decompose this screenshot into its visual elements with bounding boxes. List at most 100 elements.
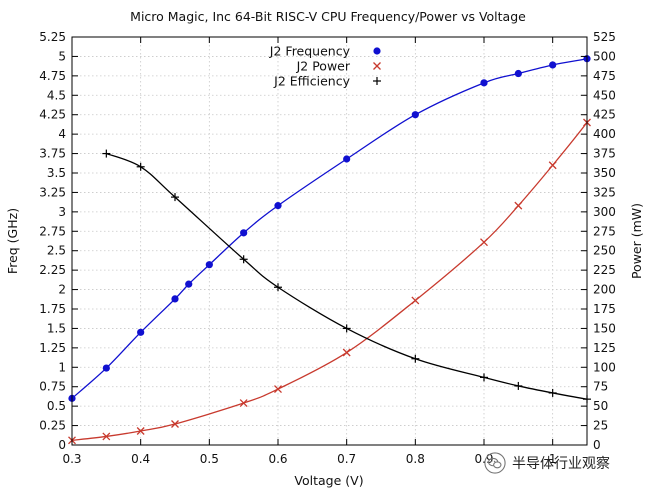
- y-tick-label: 2.75: [39, 224, 66, 238]
- x-tick-label: 0.7: [337, 452, 356, 466]
- y-tick-label: 1.5: [47, 321, 66, 335]
- y2-tick-label: 300: [593, 205, 616, 219]
- x-tick-label: 0.4: [131, 452, 150, 466]
- y2-tick-label: 475: [593, 69, 616, 83]
- frequency-point: [240, 229, 248, 237]
- efficiency-point: [514, 381, 523, 390]
- y-axis-title: Freq (GHz): [5, 208, 20, 274]
- y-tick-label: 4.5: [47, 88, 66, 102]
- power-point: [548, 161, 557, 170]
- legend-label: J2 Efficiency: [273, 74, 350, 89]
- y-tick-label: 0.25: [39, 419, 66, 433]
- y2-tick-label: 125: [593, 341, 616, 355]
- power-point: [514, 201, 523, 210]
- x-tick-label: 0.5: [200, 452, 219, 466]
- grid-layer: [72, 37, 587, 445]
- efficiency-point: [411, 354, 420, 363]
- y2-axis-title: Power (mW): [629, 203, 644, 279]
- power-point: [480, 238, 488, 247]
- y-tick-label: 2: [58, 283, 66, 297]
- frequency-point: [102, 364, 110, 372]
- power-point: [239, 399, 248, 407]
- y-tick-label: 4: [58, 127, 66, 141]
- power-point: [136, 427, 145, 435]
- frequency-point: [171, 295, 179, 303]
- y-tick-label: 1: [58, 360, 66, 374]
- frequency-point: [514, 69, 522, 78]
- series-line-0: [72, 58, 587, 399]
- y-tick-label: 0.5: [47, 399, 66, 413]
- y-tick-label: 3: [58, 205, 66, 219]
- legend-marker-power: [373, 62, 381, 70]
- y2-tick-label: 175: [593, 302, 616, 316]
- legend-marker-efficiency: [373, 77, 381, 85]
- y-tick-label: 1.75: [39, 302, 66, 316]
- y-tick-label: 1.25: [39, 341, 66, 355]
- y2-tick-label: 100: [593, 360, 616, 374]
- y2-tick-label: 50: [593, 399, 608, 413]
- y-tick-label: 4.25: [39, 108, 66, 122]
- efficiency-point: [342, 324, 351, 333]
- y2-tick-label: 500: [593, 49, 616, 63]
- y-tick-label: 3.5: [47, 166, 66, 180]
- y2-tick-label: 150: [593, 321, 616, 335]
- power-point: [274, 385, 282, 394]
- y-tick-labels: 0 0.25 0.5 0.75 1 1.25 1.5 1.75 2 2.25 2.5 2.75 3 3.2…: [39, 30, 66, 452]
- y2-tick-label: 400: [593, 127, 616, 141]
- wechat-icon: [484, 452, 506, 474]
- frequency-point: [343, 155, 351, 163]
- chart-title: Micro Magic, Inc 64-Bit RISC-V CPU Frequ…: [130, 9, 526, 24]
- y2-tick-label: 0: [593, 438, 601, 452]
- y2-tick-labels: 0 25 50 75 100 125 150 175 200 225 250 275 300 325 350…: [593, 30, 616, 452]
- efficiency-point: [136, 162, 145, 171]
- x-tick-labels: 0.3 0.4 0.5 0.6 0.7 0.8 0.9 1: [62, 452, 556, 466]
- legend-marker-frequency: [373, 47, 381, 55]
- watermark: 半导体行业观察: [484, 452, 610, 474]
- frequency-point: [205, 261, 213, 269]
- y-tick-label: 5: [58, 49, 66, 63]
- y2-tick-label: 350: [593, 166, 616, 180]
- frequency-point: [411, 111, 419, 119]
- power-point: [411, 296, 420, 305]
- y-tick-label: 2.25: [39, 263, 66, 277]
- power-point: [102, 432, 111, 441]
- frequency-point: [549, 61, 557, 69]
- y2-tick-label: 225: [593, 263, 616, 277]
- efficiency-point: [171, 193, 179, 202]
- data-marks: [68, 55, 591, 445]
- y-tick-label: 5.25: [39, 30, 66, 44]
- efficiency-point: [102, 149, 111, 158]
- y2-tick-label: 450: [593, 88, 616, 102]
- y2-tick-label: 75: [593, 380, 608, 394]
- y-tick-label: 0: [58, 438, 66, 452]
- x-tick-label: 0.8: [406, 452, 425, 466]
- power-point: [342, 348, 351, 357]
- frequency-point: [185, 280, 193, 288]
- frequency-point: [137, 328, 145, 336]
- y2-tick-label: 200: [593, 283, 616, 297]
- x-tick-label: 0.3: [62, 452, 81, 466]
- legend-label: J2 Frequency: [269, 44, 351, 59]
- y2-tick-label: 325: [593, 185, 616, 199]
- frequency-point: [274, 202, 282, 210]
- y-tick-label: 0.75: [39, 380, 66, 394]
- y2-tick-label: 25: [593, 419, 608, 433]
- y2-tick-label: 375: [593, 147, 616, 161]
- x-axis-title: Voltage (V): [294, 473, 363, 488]
- y2-tick-label: 525: [593, 30, 616, 44]
- efficiency-point: [548, 388, 557, 397]
- legend-label: J2 Power: [296, 59, 351, 74]
- x-tick-label: 0.6: [268, 452, 287, 466]
- y-tick-label: 3.75: [39, 147, 66, 161]
- x-tick-label: 1: [549, 452, 557, 466]
- y2-tick-label: 275: [593, 224, 616, 238]
- power-point: [171, 420, 179, 428]
- y-tick-label: 2.5: [47, 244, 66, 258]
- frequency-point: [480, 79, 488, 87]
- plot-frame: [71, 36, 588, 446]
- y-tick-label: 3.25: [39, 185, 66, 199]
- axis-ticks: [71, 36, 587, 446]
- y2-tick-label: 425: [593, 108, 616, 122]
